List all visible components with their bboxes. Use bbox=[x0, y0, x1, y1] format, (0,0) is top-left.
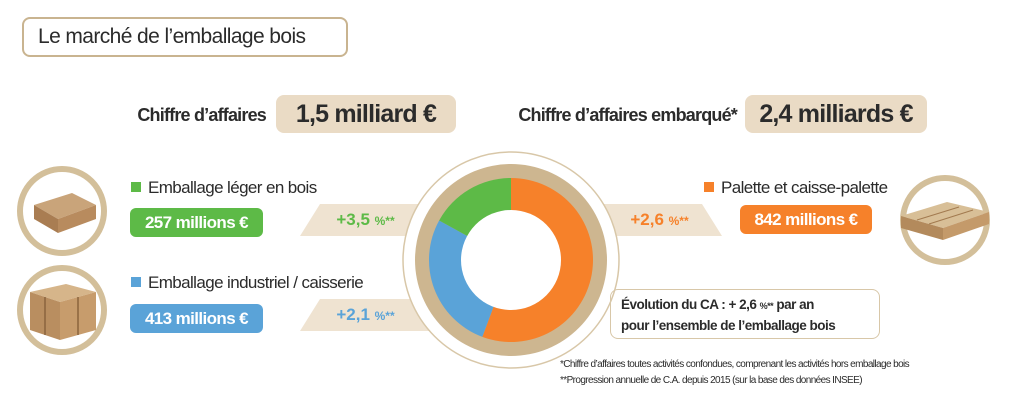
growth-unit: %** bbox=[374, 214, 395, 228]
growth-value: +2,6 bbox=[630, 210, 664, 229]
segment-label-industriel: Emballage industriel / caisserie bbox=[131, 273, 364, 293]
label-text: Emballage industriel / caisserie bbox=[148, 273, 364, 292]
growth-value: +2,1 bbox=[336, 305, 370, 324]
label-text: Palette et caisse-palette bbox=[721, 178, 888, 197]
legend-swatch bbox=[131, 277, 141, 287]
segment-label-palette: Palette et caisse-palette bbox=[704, 178, 888, 198]
growth-leger: +3,5 %** bbox=[318, 205, 413, 235]
donut-hole bbox=[461, 210, 561, 310]
page-title: Le marché de l’emballage bois bbox=[22, 17, 348, 57]
growth-value: +3,5 bbox=[336, 210, 370, 229]
evolution-line2: pour l’ensemble de l’emballage bois bbox=[621, 318, 836, 333]
donut-chart bbox=[402, 151, 620, 369]
growth-industriel: +2,1 %** bbox=[318, 300, 413, 330]
label-text: Emballage léger en bois bbox=[148, 178, 317, 197]
growth-banner-industriel-bg bbox=[300, 299, 430, 331]
legend-swatch bbox=[131, 182, 141, 192]
growth-banner-palette-bg bbox=[592, 204, 722, 236]
growth-unit: %** bbox=[374, 309, 395, 323]
growth-banner-leger-bg bbox=[300, 204, 430, 236]
ca-embarque-label: Chiffre d’affaires embarqué* bbox=[518, 105, 737, 125]
footnote-1: *Chiffre d’affaires toutes activités con… bbox=[560, 359, 910, 370]
value-pill-industriel: 413 millions € bbox=[130, 304, 263, 333]
evolution-text: Évolution du CA : + 2,6 bbox=[621, 297, 760, 312]
evolution-box: Évolution du CA : + 2,6 %** par an pour … bbox=[610, 289, 880, 339]
legend-swatch bbox=[704, 182, 714, 192]
evolution-unit: %** bbox=[759, 301, 774, 311]
segment-label-leger: Emballage léger en bois bbox=[131, 178, 317, 198]
ca-value: 1,5 milliard € bbox=[276, 95, 456, 133]
ca-label: Chiffre d’affaires bbox=[137, 105, 266, 125]
wooden-tray-icon bbox=[17, 166, 107, 256]
growth-palette: +2,6 %** bbox=[612, 205, 707, 235]
value-pill-leger: 257 millions € bbox=[130, 208, 263, 237]
wooden-crate-icon bbox=[17, 265, 107, 355]
pallet-icon bbox=[900, 175, 990, 265]
footnote-2: **Progression annuelle de C.A. depuis 20… bbox=[560, 375, 863, 386]
growth-unit: %** bbox=[668, 214, 689, 228]
ca-embarque-value: 2,4 milliards € bbox=[745, 95, 927, 133]
value-pill-palette: 842 millions € bbox=[740, 205, 872, 234]
evolution-text-end: par an bbox=[773, 297, 814, 312]
